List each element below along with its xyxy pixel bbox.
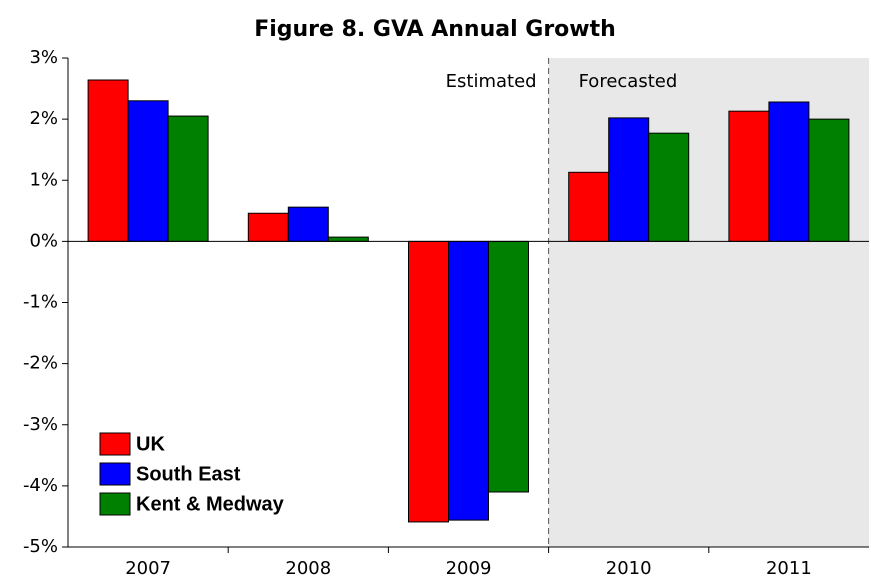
bar: [167, 115, 209, 242]
annotation: Estimated: [446, 71, 537, 92]
bar: [127, 100, 169, 242]
y-tick-label: 2%: [29, 108, 58, 129]
bar: [768, 101, 810, 242]
x-tick-label: 2008: [285, 558, 331, 579]
y-tick-label: 0%: [29, 230, 58, 251]
y-tick-label: -5%: [23, 536, 58, 557]
y-tick-label: -2%: [23, 353, 58, 374]
bar: [287, 206, 329, 242]
bar: [808, 118, 850, 242]
bar: [448, 240, 489, 521]
legend-label: Kent & Medway: [136, 493, 285, 515]
x-tick-label: 2009: [446, 558, 492, 579]
legend-label: South East: [136, 463, 241, 485]
x-tick-label: 2011: [766, 558, 812, 579]
x-tick-label: 2010: [606, 558, 652, 579]
bar: [247, 212, 289, 242]
bar: [408, 240, 449, 523]
bar: [608, 117, 650, 242]
y-tick-label: 1%: [29, 169, 58, 190]
y-tick-label: -1%: [23, 292, 58, 313]
bar: [568, 171, 610, 242]
legend-label: UK: [136, 433, 165, 455]
bar: [488, 240, 529, 493]
legend-swatch: [99, 462, 131, 486]
y-tick-label: -4%: [23, 475, 58, 496]
annotation: Forecasted: [579, 71, 678, 92]
y-tick-label: 3%: [29, 47, 58, 68]
legend-swatch: [99, 492, 131, 516]
x-tick-label: 2007: [125, 558, 171, 579]
y-tick-label: -3%: [23, 414, 58, 435]
bar: [87, 79, 129, 242]
legend-swatch: [99, 432, 131, 456]
chart-title: Figure 8. GVA Annual Growth: [254, 17, 616, 42]
bar: [728, 110, 770, 242]
bar: [327, 236, 369, 242]
bar: [648, 132, 690, 242]
